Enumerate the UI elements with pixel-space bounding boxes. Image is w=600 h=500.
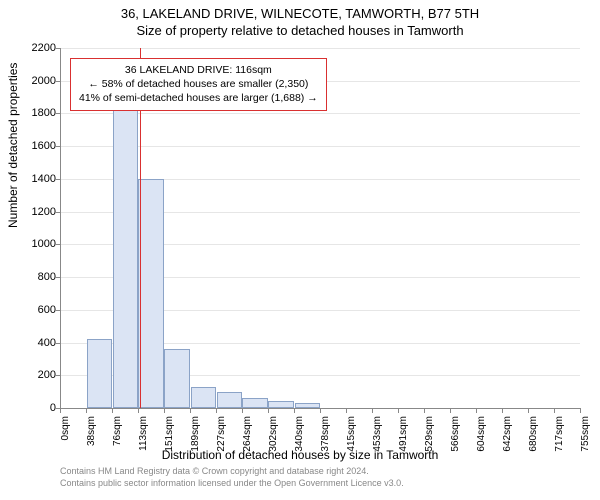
x-tick [320, 408, 321, 413]
credits: Contains HM Land Registry data © Crown c… [60, 466, 404, 489]
gridline [60, 48, 580, 49]
y-tick-label: 1800 [16, 107, 56, 119]
y-tick-label: 2200 [16, 42, 56, 54]
annotation-line2: ← 58% of detached houses are smaller (2,… [79, 77, 318, 91]
x-tick-label: 340sqm [294, 416, 305, 456]
x-tick-label: 151sqm [164, 416, 175, 456]
y-tick-label: 400 [16, 337, 56, 349]
histogram-bar [191, 387, 216, 408]
y-tick-label: 0 [16, 402, 56, 414]
x-tick [580, 408, 581, 413]
x-tick [190, 408, 191, 413]
histogram-bar [242, 398, 267, 408]
y-tick-label: 2000 [16, 75, 56, 87]
annotation-box: 36 LAKELAND DRIVE: 116sqm← 58% of detach… [70, 58, 327, 111]
x-tick-label: 566sqm [450, 416, 461, 456]
x-tick [450, 408, 451, 413]
x-tick [138, 408, 139, 413]
x-tick-label: 264sqm [242, 416, 253, 456]
x-tick-label: 38sqm [86, 416, 97, 456]
y-tick-label: 600 [16, 304, 56, 316]
x-tick-label: 0sqm [60, 416, 71, 456]
plot-area: 36 LAKELAND DRIVE: 116sqm← 58% of detach… [60, 48, 580, 408]
x-tick-label: 642sqm [502, 416, 513, 456]
x-tick-label: 453sqm [372, 416, 383, 456]
x-tick [424, 408, 425, 413]
histogram-bar [87, 339, 112, 408]
x-tick-label: 189sqm [190, 416, 201, 456]
x-tick [372, 408, 373, 413]
x-tick [112, 408, 113, 413]
credits-line1: Contains HM Land Registry data © Crown c… [60, 466, 404, 478]
histogram-bar [138, 179, 163, 408]
x-tick-label: 717sqm [554, 416, 565, 456]
x-tick [60, 408, 61, 413]
annotation-line3: 41% of semi-detached houses are larger (… [79, 91, 318, 105]
x-tick [294, 408, 295, 413]
x-tick-label: 302sqm [268, 416, 279, 456]
x-tick [554, 408, 555, 413]
x-tick-label: 378sqm [320, 416, 331, 456]
x-tick-label: 680sqm [528, 416, 539, 456]
x-tick-label: 491sqm [398, 416, 409, 456]
x-tick-label: 76sqm [112, 416, 123, 456]
x-tick-label: 227sqm [216, 416, 227, 456]
credits-line2: Contains public sector information licen… [60, 478, 404, 490]
x-tick [164, 408, 165, 413]
annotation-line1: 36 LAKELAND DRIVE: 116sqm [79, 63, 318, 77]
x-tick [502, 408, 503, 413]
x-tick-label: 755sqm [580, 416, 591, 456]
x-tick-label: 604sqm [476, 416, 487, 456]
x-tick [86, 408, 87, 413]
x-tick [398, 408, 399, 413]
y-axis-line [60, 48, 61, 408]
x-tick-label: 113sqm [138, 416, 149, 456]
histogram-bar [113, 99, 138, 408]
x-tick [476, 408, 477, 413]
x-tick [346, 408, 347, 413]
x-tick-label: 415sqm [346, 416, 357, 456]
y-tick-label: 200 [16, 369, 56, 381]
y-tick-label: 800 [16, 271, 56, 283]
title-address: 36, LAKELAND DRIVE, WILNECOTE, TAMWORTH,… [0, 6, 600, 21]
x-tick [268, 408, 269, 413]
y-tick-label: 1200 [16, 206, 56, 218]
x-tick [528, 408, 529, 413]
x-tick [216, 408, 217, 413]
histogram-bar [164, 349, 189, 408]
y-tick-label: 1600 [16, 140, 56, 152]
y-tick-label: 1400 [16, 173, 56, 185]
chart-container: 36, LAKELAND DRIVE, WILNECOTE, TAMWORTH,… [0, 0, 600, 500]
histogram-bar [217, 392, 242, 408]
x-tick-label: 529sqm [424, 416, 435, 456]
x-tick [242, 408, 243, 413]
y-tick-label: 1000 [16, 238, 56, 250]
title-subtitle: Size of property relative to detached ho… [0, 23, 600, 38]
